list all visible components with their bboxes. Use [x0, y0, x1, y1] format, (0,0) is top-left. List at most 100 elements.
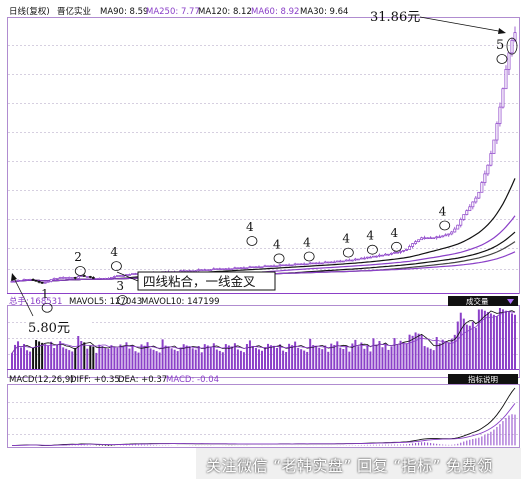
- volume-bar: [414, 332, 417, 369]
- candle-body: [486, 164, 490, 175]
- candle: [218, 267, 222, 271]
- low-price-label: 5.80元: [28, 321, 70, 336]
- candle-body: [97, 278, 101, 280]
- candle-body: [209, 269, 213, 271]
- candle-body: [188, 270, 192, 272]
- low-price-arrowhead: [11, 273, 17, 281]
- volume-bar: [369, 351, 372, 369]
- candle-body: [365, 256, 369, 259]
- candle: [118, 274, 122, 277]
- candle-body: [483, 173, 487, 183]
- candle: [362, 256, 366, 260]
- volume-bar: [56, 344, 59, 369]
- volume-bar: [107, 348, 110, 369]
- ma30-label: MA30: 9.64: [300, 7, 348, 17]
- candle: [230, 268, 234, 271]
- stock-name: 晋亿实业: [57, 6, 91, 17]
- candle-body: [453, 228, 457, 233]
- candle: [432, 237, 436, 240]
- watermark-text: 关注微信 “老韩实盘” 回复 “指标” 免费领: [206, 457, 493, 475]
- volume-bar: [248, 340, 251, 369]
- candle: [191, 270, 195, 272]
- candle: [106, 277, 110, 280]
- volume-dropdown-icon[interactable]: [507, 299, 514, 304]
- candle: [61, 276, 65, 279]
- mark-circle: [246, 236, 258, 246]
- ma120-label: MA120: 8.12: [198, 7, 252, 17]
- candle: [206, 269, 210, 272]
- mavol10-label: MAVOL10: 147199: [141, 297, 220, 307]
- candle: [359, 257, 363, 260]
- volume-bar: [273, 346, 276, 369]
- candle: [390, 252, 393, 256]
- volume-bar: [149, 348, 152, 369]
- volume-bar: [285, 351, 288, 369]
- candle: [423, 235, 427, 240]
- candle-body: [456, 224, 460, 230]
- candle: [233, 266, 237, 270]
- candle: [468, 204, 472, 212]
- volume-bar: [257, 349, 260, 369]
- volume-bar: [35, 340, 38, 369]
- volume-bar: [396, 344, 399, 369]
- candle-body: [341, 260, 345, 263]
- candle: [299, 263, 303, 266]
- candle: [49, 279, 53, 283]
- candle: [203, 268, 207, 271]
- volume-bar: [514, 314, 516, 369]
- volume-bar: [474, 327, 477, 369]
- mark-circle: [303, 251, 315, 262]
- candle: [131, 273, 134, 275]
- mark-number: 4: [110, 245, 118, 259]
- volume-bar: [86, 348, 89, 369]
- volume-bar: [242, 352, 245, 369]
- candle-body: [311, 262, 315, 265]
- candle-body: [260, 266, 264, 269]
- candle: [399, 249, 402, 254]
- candle: [353, 257, 357, 262]
- candle: [450, 230, 454, 236]
- candle: [374, 255, 378, 258]
- candle-body: [329, 261, 333, 264]
- volume-bar: [89, 345, 92, 369]
- volume-bar: [71, 351, 74, 369]
- candle-body: [239, 267, 243, 270]
- volume-bar: [297, 347, 300, 369]
- candle-body: [447, 233, 451, 236]
- candle-body: [55, 278, 59, 280]
- candle: [227, 267, 231, 270]
- candle-body: [335, 260, 339, 263]
- volume-bar: [489, 313, 492, 369]
- candle-body: [34, 280, 38, 282]
- volume-bar: [122, 345, 125, 369]
- indicator-help-button[interactable]: [448, 374, 518, 384]
- candle-body: [31, 279, 35, 281]
- candle: [344, 259, 348, 262]
- mark-number: 4: [342, 232, 350, 246]
- candle-body: [212, 268, 216, 271]
- volume-indicator-button[interactable]: [448, 296, 518, 306]
- candle-body: [489, 153, 493, 166]
- volume-bar: [131, 344, 134, 369]
- volume-bar: [158, 352, 161, 369]
- volume-bar: [441, 339, 444, 369]
- candle-body: [251, 266, 255, 269]
- candle: [73, 276, 77, 280]
- candle: [257, 265, 261, 269]
- candle: [414, 240, 418, 245]
- mark-number: 3: [116, 279, 124, 293]
- candle-body: [266, 265, 270, 268]
- candle: [100, 278, 104, 280]
- candle-body: [317, 262, 321, 265]
- volume-bar: [218, 350, 221, 369]
- note-box-pointer: [116, 271, 139, 282]
- mavol5-label: MAVOL5: 127043: [69, 297, 142, 307]
- volume-bar: [435, 337, 438, 369]
- candle-body: [362, 257, 366, 260]
- candle: [447, 233, 451, 237]
- candle-body: [275, 265, 279, 268]
- mark-number: 4: [246, 220, 254, 234]
- volume-bar: [152, 349, 155, 369]
- ma60-label: MA60: 8.92: [251, 7, 299, 17]
- candle: [46, 280, 50, 283]
